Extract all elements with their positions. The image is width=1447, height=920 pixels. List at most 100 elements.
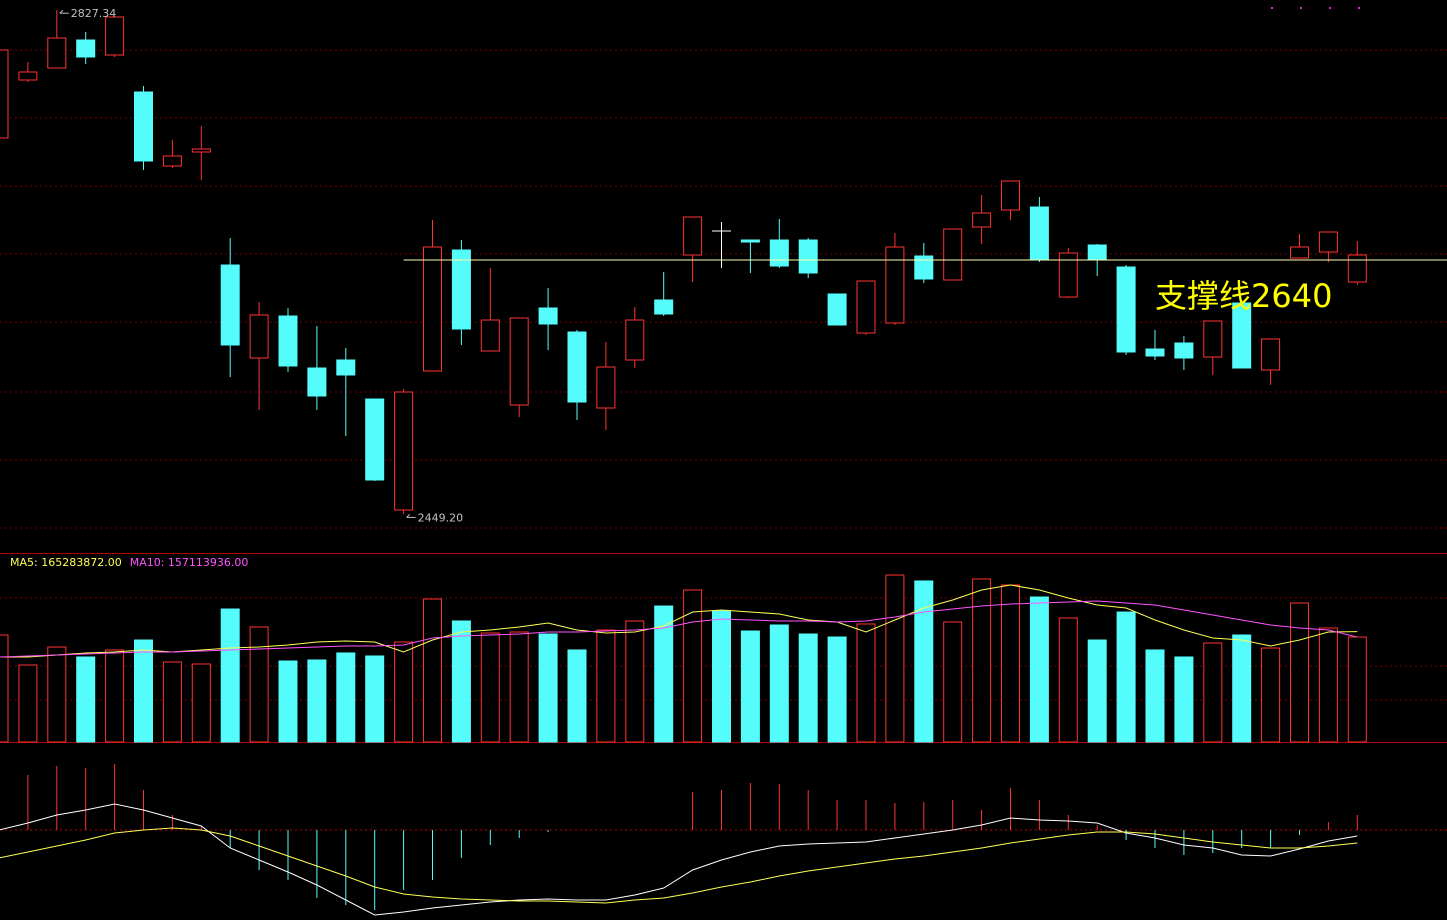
volume-bar [769, 624, 789, 743]
candle-body [249, 314, 269, 359]
volume-bar [47, 646, 67, 743]
candle-body [1116, 266, 1136, 353]
volume-bar [1001, 584, 1020, 743]
volume-bar [307, 659, 327, 743]
volume-bar [798, 633, 818, 743]
dot [1271, 7, 1273, 9]
candle-body [18, 71, 38, 81]
volume-bar [480, 632, 500, 743]
candle-body [1145, 348, 1165, 357]
candle-body [1203, 320, 1223, 358]
label-arrow [59, 9, 64, 14]
volume-bar [451, 620, 471, 743]
candle-body [220, 264, 240, 346]
candle-body [365, 398, 385, 481]
candle-body [798, 239, 818, 274]
volume-bar [1087, 639, 1107, 743]
volume-bar [625, 620, 645, 743]
volume-bar [365, 655, 385, 743]
volume-bar [740, 630, 760, 743]
volume-bar [712, 610, 731, 743]
volume-bar [191, 663, 211, 743]
volume-bar [278, 660, 298, 743]
candle-body [683, 216, 703, 256]
dot [1329, 7, 1331, 9]
volume-bar [943, 621, 963, 743]
label-arrow [406, 514, 410, 518]
candle-body [625, 319, 645, 361]
candle-body [943, 228, 963, 281]
candle-body [1232, 302, 1252, 369]
candle-body [1001, 180, 1020, 211]
volume-bar [1174, 656, 1194, 743]
candle-body [76, 39, 96, 58]
candle-body [1029, 206, 1049, 261]
candle-body [191, 148, 211, 153]
candle-body [740, 239, 760, 243]
volume-bar [538, 633, 558, 743]
support-label: 支撑线2640 [1155, 277, 1332, 315]
volume-bar [1232, 634, 1252, 743]
extreme-label: 2827.34 [71, 7, 117, 20]
candle-body [1087, 244, 1107, 260]
volume-bar [394, 641, 414, 743]
candle-body [423, 246, 442, 372]
volume-bar [1058, 617, 1078, 743]
corner-dots [1271, 7, 1360, 9]
volume-bar [220, 608, 240, 743]
volume-bar [567, 649, 587, 743]
volume-bar [249, 626, 269, 743]
volume-bar [1261, 647, 1281, 743]
volume-bar [105, 649, 125, 743]
volume-bar [509, 631, 529, 743]
candle-body [885, 246, 905, 324]
volume-bar [18, 664, 38, 743]
volume-bar [1029, 596, 1049, 743]
dot [1358, 7, 1360, 9]
volume-bar [0, 634, 9, 743]
extreme-label: 2449.20 [418, 511, 464, 524]
volume-bar [1290, 602, 1309, 743]
volume-bar [423, 598, 442, 743]
candle-body [451, 249, 471, 330]
candle-body [856, 280, 876, 334]
volume-bar [336, 652, 356, 743]
volume-bar [972, 578, 992, 743]
candle-body [278, 315, 298, 367]
volume-bar [162, 661, 182, 743]
candle-body [914, 255, 934, 280]
candle-body [1347, 254, 1367, 283]
candle-body [336, 359, 356, 376]
volume-bar [654, 605, 674, 743]
volume-bar [885, 574, 905, 743]
volume-bar [76, 656, 96, 743]
candle-body [105, 16, 125, 56]
macd-line [0, 803, 1358, 916]
volume-bar [1116, 611, 1136, 743]
legend-entry: MA10: 157113936.00 [130, 556, 249, 569]
candle-body [596, 366, 616, 409]
candle-body [394, 391, 414, 511]
volume-bar [1318, 627, 1338, 743]
candle-body [538, 307, 558, 325]
candle-body [162, 155, 182, 167]
candle-body [307, 367, 327, 397]
volume-bar [1203, 642, 1223, 743]
candle-body [827, 293, 847, 326]
candle-body [134, 91, 153, 162]
candle-body [1174, 342, 1194, 359]
volume-bar [596, 629, 616, 743]
candle-body [769, 239, 789, 267]
candle-body [1058, 252, 1078, 298]
volume-bar [856, 623, 876, 743]
candle-body [509, 317, 529, 406]
volume-bar [1145, 649, 1165, 743]
candle-body [972, 212, 992, 228]
candle-body [654, 299, 674, 315]
volume-bar [134, 639, 153, 743]
price-grid [0, 49, 1447, 701]
candle-body [567, 331, 587, 403]
candle-body [47, 37, 67, 69]
